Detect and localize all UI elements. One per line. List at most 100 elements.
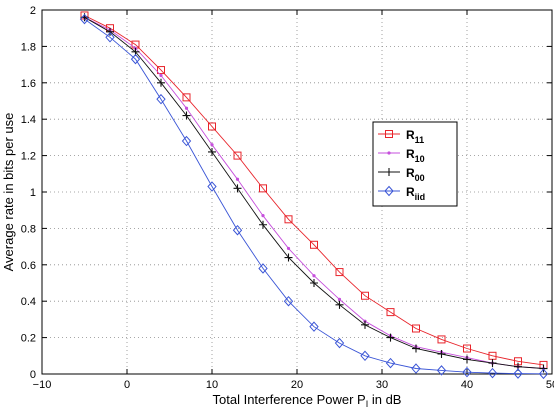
data-point <box>335 300 344 309</box>
data-point <box>208 147 216 156</box>
data-point <box>259 184 267 193</box>
data-point <box>386 308 395 317</box>
data-point <box>360 350 370 362</box>
legend-entry: R11 <box>378 128 424 145</box>
data-point <box>437 335 446 344</box>
data-point <box>105 32 115 43</box>
data-point <box>130 53 141 65</box>
data-point <box>412 344 420 353</box>
x-tick-label: 40 <box>461 379 473 391</box>
y-axis-label: Average rate in bits per use <box>1 113 16 272</box>
legend-marker <box>387 151 391 155</box>
data-point <box>210 143 214 147</box>
legend-marker <box>385 130 393 138</box>
series-r-00 <box>80 13 548 373</box>
data-point <box>309 321 319 332</box>
data-point <box>235 177 240 181</box>
data-point <box>513 368 523 379</box>
legend-entry: R00 <box>378 166 425 183</box>
data-point <box>259 220 267 229</box>
data-point <box>310 240 318 249</box>
data-point <box>232 224 243 236</box>
y-tick-label: 1.6 <box>21 78 36 90</box>
series-line <box>84 18 544 375</box>
data-point <box>411 363 421 374</box>
series-line <box>84 15 544 366</box>
y-tick-label: 1.2 <box>21 151 36 163</box>
grid <box>42 10 552 374</box>
data-point <box>412 324 420 333</box>
x-tick-label: 0 <box>124 379 130 391</box>
data-point <box>181 135 192 147</box>
series-r-iid <box>79 13 549 380</box>
data-point <box>184 106 189 110</box>
legend-label: Riid <box>406 185 425 202</box>
data-point <box>182 111 191 120</box>
data-point <box>488 359 497 368</box>
data-point <box>335 268 344 277</box>
x-axis-label: Total Interference Power PI in dB <box>213 392 402 409</box>
data-point <box>361 320 369 329</box>
data-point <box>286 246 291 251</box>
data-point <box>106 27 114 36</box>
data-point <box>159 73 163 78</box>
data-point <box>462 366 472 378</box>
series-group <box>79 11 549 380</box>
legend-items: R11 R10 R00 Riid <box>378 128 425 202</box>
legend-label: R10 <box>406 147 425 164</box>
data-point <box>284 215 293 224</box>
data-point <box>539 364 548 373</box>
y-tick-label: 0.4 <box>21 296 36 308</box>
x-tick-label: 20 <box>291 379 303 391</box>
x-tick-label: 10 <box>206 379 218 391</box>
axis-ticks: −100102030405000.20.40.60.811.21.41.61.8… <box>21 5 554 391</box>
data-point <box>436 365 447 376</box>
legend-box <box>372 121 458 207</box>
data-point <box>386 333 395 342</box>
data-point <box>487 367 498 379</box>
data-point <box>334 337 345 349</box>
y-tick-label: 1 <box>30 187 36 199</box>
data-point <box>283 295 294 307</box>
y-tick-label: 0.8 <box>21 223 36 235</box>
data-point <box>157 78 165 87</box>
y-tick-label: 2 <box>30 5 36 17</box>
legend-label: R00 <box>406 166 425 183</box>
x-tick-label: 50 <box>546 379 554 391</box>
y-tick-label: 1.8 <box>21 41 36 53</box>
y-tick-label: 0.2 <box>21 333 36 345</box>
x-tick-label: 30 <box>376 379 388 391</box>
legend-label: R11 <box>406 128 424 145</box>
y-tick-label: 0.6 <box>21 260 36 272</box>
series-r-11 <box>80 11 548 369</box>
data-point <box>284 253 293 262</box>
data-point <box>182 93 191 102</box>
data-point <box>261 214 265 218</box>
data-point <box>157 66 165 75</box>
data-point <box>233 151 242 160</box>
data-point <box>337 297 342 301</box>
data-point <box>538 368 549 380</box>
data-point <box>156 93 166 105</box>
data-point <box>463 344 471 353</box>
data-point <box>310 279 318 287</box>
legend-entry: R10 <box>378 147 425 164</box>
data-point <box>312 274 316 278</box>
data-point <box>437 349 446 358</box>
data-point <box>463 355 471 364</box>
x-tick-label: −10 <box>33 379 52 391</box>
data-point <box>79 13 90 25</box>
data-point <box>361 291 369 300</box>
data-point <box>385 357 396 369</box>
legend: R11 R10 R00 Riid <box>372 121 458 207</box>
y-tick-label: 0 <box>30 369 36 381</box>
data-point <box>208 122 216 131</box>
legend-entry: Riid <box>378 185 425 202</box>
legend-marker <box>384 185 394 197</box>
data-point <box>233 184 242 193</box>
data-point <box>258 263 268 274</box>
data-point <box>207 181 217 192</box>
